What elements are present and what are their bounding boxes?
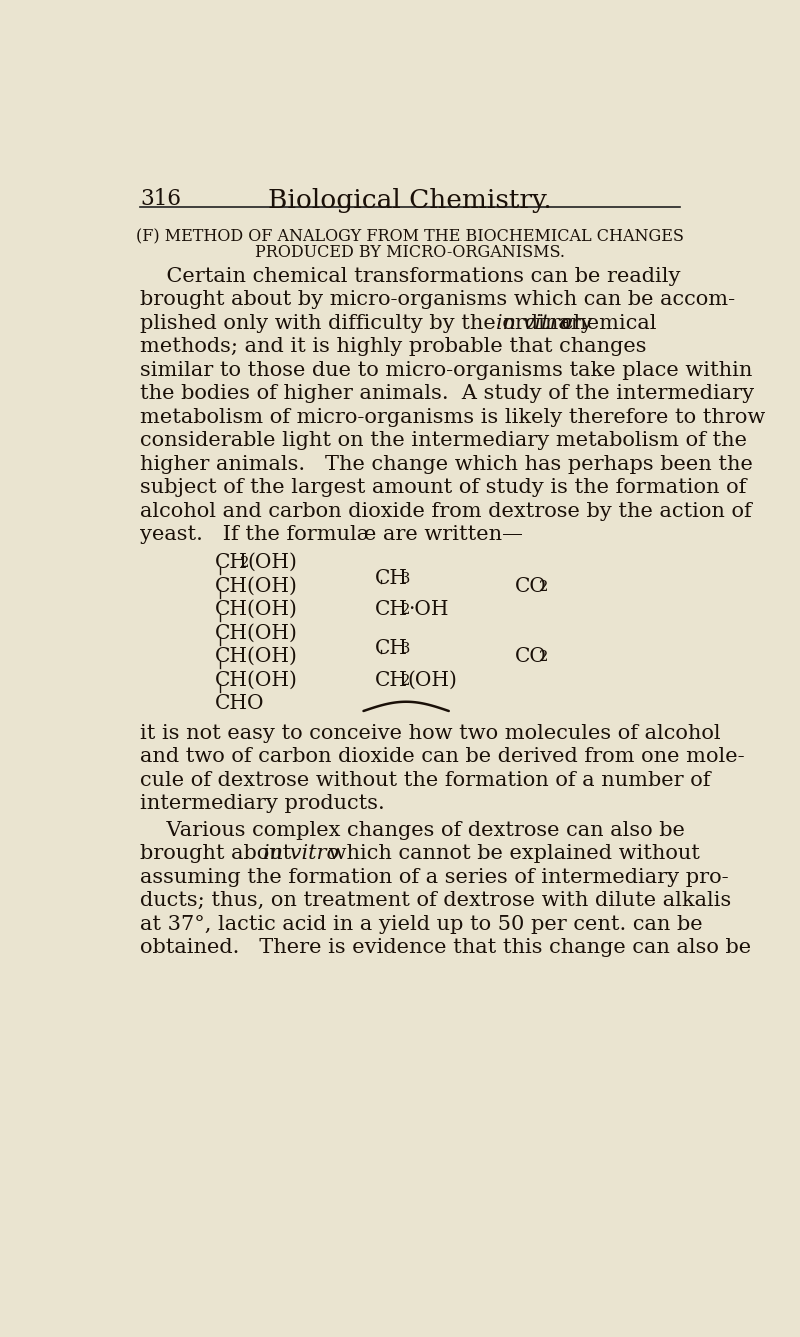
Text: subject of the largest amount of study is the formation of: subject of the largest amount of study i… bbox=[140, 479, 746, 497]
Text: 3: 3 bbox=[401, 643, 410, 656]
Text: assuming the formation of a series of intermediary pro-: assuming the formation of a series of in… bbox=[140, 868, 729, 886]
Text: CH: CH bbox=[375, 570, 408, 588]
Text: which cannot be explained without: which cannot be explained without bbox=[322, 844, 699, 864]
Text: plished only with difficulty by the ordinary: plished only with difficulty by the ordi… bbox=[140, 314, 600, 333]
Text: (F) METHOD OF ANALOGY FROM THE BIOCHEMICAL CHANGES: (F) METHOD OF ANALOGY FROM THE BIOCHEMIC… bbox=[136, 229, 684, 245]
Text: cule of dextrose without the formation of a number of: cule of dextrose without the formation o… bbox=[140, 770, 710, 790]
Text: metabolism of micro-organisms is likely therefore to throw: metabolism of micro-organisms is likely … bbox=[140, 408, 766, 427]
Text: (OH): (OH) bbox=[247, 554, 298, 572]
Text: it is not easy to conceive how two molecules of alcohol: it is not easy to conceive how two molec… bbox=[140, 723, 721, 742]
Text: yeast.   If the formulæ are written—: yeast. If the formulæ are written— bbox=[140, 525, 523, 544]
Text: CHO: CHO bbox=[214, 694, 264, 713]
Text: brought about by micro-organisms which can be accom-: brought about by micro-organisms which c… bbox=[140, 290, 735, 309]
Text: (OH): (OH) bbox=[408, 671, 458, 690]
Text: 2: 2 bbox=[539, 580, 549, 594]
Text: intermediary products.: intermediary products. bbox=[140, 794, 385, 813]
Text: 2: 2 bbox=[240, 556, 250, 570]
Text: CH(OH): CH(OH) bbox=[214, 623, 298, 643]
Text: brought about: brought about bbox=[140, 844, 298, 864]
Text: CH: CH bbox=[375, 639, 408, 658]
Text: similar to those due to micro-organisms take place within: similar to those due to micro-organisms … bbox=[140, 361, 753, 380]
Text: CH(OH): CH(OH) bbox=[214, 671, 298, 690]
Text: CH(OH): CH(OH) bbox=[214, 576, 298, 595]
Text: considerable light on the intermediary metabolism of the: considerable light on the intermediary m… bbox=[140, 431, 747, 451]
Text: alcohol and carbon dioxide from dextrose by the action of: alcohol and carbon dioxide from dextrose… bbox=[140, 501, 752, 520]
Text: obtained.   There is evidence that this change can also be: obtained. There is evidence that this ch… bbox=[140, 939, 751, 957]
Text: in vitro: in vitro bbox=[496, 314, 573, 333]
Text: Biological Chemistry.: Biological Chemistry. bbox=[268, 189, 552, 213]
Text: 316: 316 bbox=[140, 189, 182, 210]
Text: CH: CH bbox=[375, 600, 408, 619]
Text: methods; and it is highly probable that changes: methods; and it is highly probable that … bbox=[140, 337, 646, 356]
Text: ·OH: ·OH bbox=[408, 600, 448, 619]
Text: CH: CH bbox=[375, 671, 408, 690]
Text: at 37°, lactic acid in a yield up to 50 per cent. can be: at 37°, lactic acid in a yield up to 50 … bbox=[140, 915, 703, 933]
Text: in vitro: in vitro bbox=[262, 844, 338, 864]
Text: CO: CO bbox=[514, 576, 546, 595]
Text: ducts; thus, on treatment of dextrose with dilute alkalis: ducts; thus, on treatment of dextrose wi… bbox=[140, 892, 731, 910]
Text: CO: CO bbox=[514, 647, 546, 666]
Text: PRODUCED BY MICRO-ORGANISMS.: PRODUCED BY MICRO-ORGANISMS. bbox=[255, 243, 565, 261]
Text: 2: 2 bbox=[539, 650, 549, 664]
Text: chemical: chemical bbox=[555, 314, 657, 333]
Text: and two of carbon dioxide can be derived from one mole-: and two of carbon dioxide can be derived… bbox=[140, 747, 745, 766]
Text: Certain chemical transformations can be readily: Certain chemical transformations can be … bbox=[140, 266, 681, 286]
Text: CH: CH bbox=[214, 554, 248, 572]
Text: higher animals.   The change which has perhaps been the: higher animals. The change which has per… bbox=[140, 455, 753, 473]
Text: 2: 2 bbox=[401, 603, 410, 618]
Text: the bodies of higher animals.  A study of the intermediary: the bodies of higher animals. A study of… bbox=[140, 384, 754, 404]
Text: Various complex changes of dextrose can also be: Various complex changes of dextrose can … bbox=[140, 821, 685, 840]
Text: CH(OH): CH(OH) bbox=[214, 647, 298, 666]
Text: 3: 3 bbox=[401, 572, 410, 586]
Text: CH(OH): CH(OH) bbox=[214, 600, 298, 619]
Text: 2: 2 bbox=[401, 674, 410, 687]
